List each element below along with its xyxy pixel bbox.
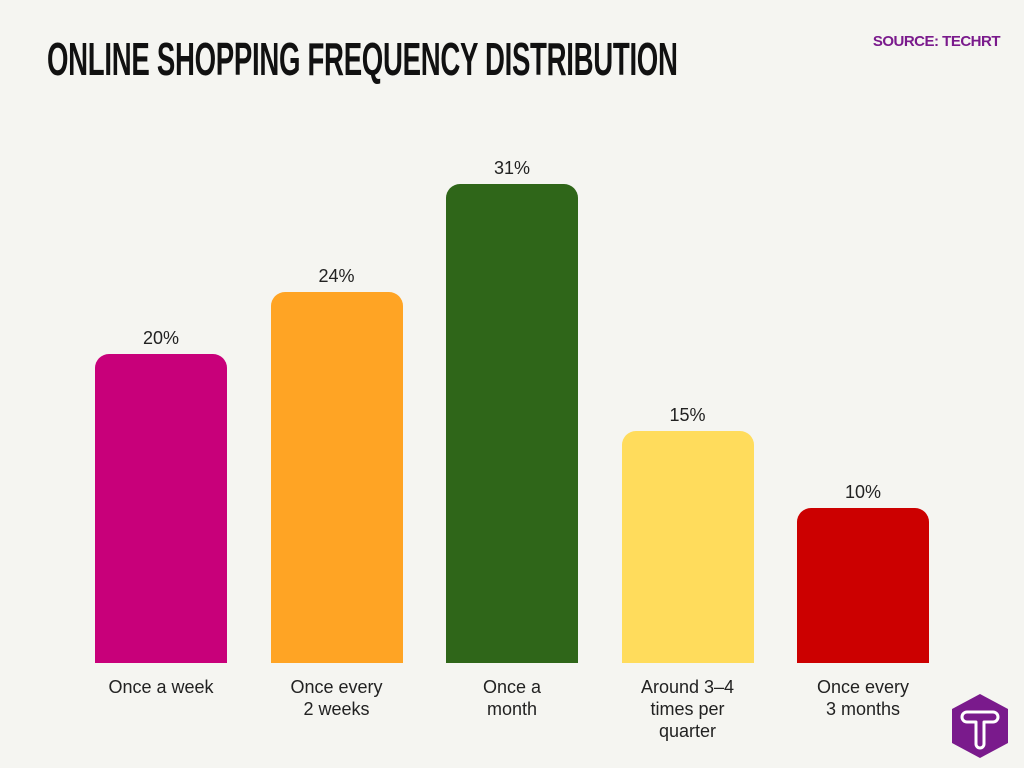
source-label: SOURCE: TECHRT [872, 33, 1001, 50]
category-label-line: 2 weeks [303, 699, 370, 719]
data-label: 24% [318, 266, 355, 287]
category-label-line: quarter [658, 721, 717, 741]
bar [446, 184, 578, 663]
category-label-line: Around 3–4 [640, 677, 735, 697]
category-label-line: Once a week [108, 677, 214, 697]
category-label: Once every 3 months [783, 676, 943, 720]
category-label-line: Once a [482, 677, 542, 697]
category-label: Once every 2 weeks [257, 676, 417, 720]
data-label: 10% [844, 482, 882, 503]
data-label: 31% [493, 158, 531, 178]
bar [270, 292, 403, 663]
data-label: 20% [142, 327, 180, 348]
category-label: Around 3–4 times per quarter [608, 676, 768, 742]
data-label: 15% [669, 405, 706, 426]
bar [621, 431, 754, 663]
chart-title: ONLINE SHOPPING FREQUENCY DISTRIBUTION [47, 33, 678, 85]
category-label-line: times per [650, 699, 725, 719]
bar [797, 508, 929, 663]
category-label-line: month [486, 699, 538, 719]
category-label: Once a week [81, 676, 241, 698]
category-label-line: Once every [816, 677, 910, 697]
category-label-line: Once every [290, 677, 383, 697]
category-label: Once a month [432, 676, 592, 720]
bar [95, 353, 227, 663]
techrt-logo-icon [952, 694, 1008, 758]
category-label-line: 3 months [825, 699, 901, 719]
